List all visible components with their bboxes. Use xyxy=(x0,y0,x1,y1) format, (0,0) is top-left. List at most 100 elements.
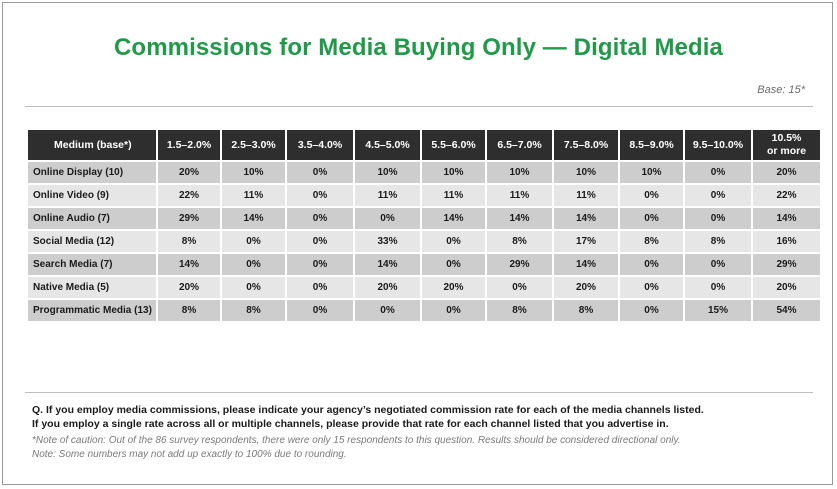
table-cell: 0% xyxy=(222,277,285,298)
table-cell: 0% xyxy=(422,254,485,275)
table-cell: 15% xyxy=(685,300,751,321)
table-cell: 11% xyxy=(487,185,552,206)
table-cell: 20% xyxy=(753,162,820,183)
table-cell: 17% xyxy=(554,231,618,252)
table-cell: 8% xyxy=(487,231,552,252)
table-row: Social Media (12) 8% 0% 0% 33% 0% 8% 17% 8% 8% 16% xyxy=(28,231,820,252)
question-text-line1: Q. If you employ media commissions, plea… xyxy=(32,404,704,416)
table-cell: 0% xyxy=(685,254,751,275)
table-cell: 0% xyxy=(422,231,485,252)
table-cell: 10% xyxy=(487,162,552,183)
table-cell: 14% xyxy=(554,254,618,275)
table-cell: 0% xyxy=(287,231,353,252)
table-cell: 11% xyxy=(422,185,485,206)
table-cell: 10% xyxy=(422,162,485,183)
table-cell: 0% xyxy=(620,254,683,275)
table-cell: 0% xyxy=(355,300,420,321)
table-cell: 14% xyxy=(554,208,618,229)
rounding-note: Note: Some numbers may not add up exactl… xyxy=(32,449,347,460)
table-cell: 0% xyxy=(422,300,485,321)
table-body: Online Display (10) 20% 10% 0% 10% 10% 10% 10% 1… xyxy=(28,162,820,321)
table-cell: 14% xyxy=(487,208,552,229)
table-cell: 0% xyxy=(222,254,285,275)
table-cell: 0% xyxy=(620,300,683,321)
question-text-line2: If you employ a single rate across all o… xyxy=(32,418,669,430)
table-row: Online Audio (7) 29% 14% 0% 0% 14% 14% 14% 0% 0% 1… xyxy=(28,208,820,229)
table-cell: 20% xyxy=(355,277,420,298)
column-header: 4.5–5.0% xyxy=(355,130,420,160)
table-cell: 29% xyxy=(487,254,552,275)
column-header-line: 10.5% xyxy=(771,132,802,144)
table-header-row: Medium (base*) 1.5–2.0% 2.5–3.0% 3.5–4.0… xyxy=(28,130,820,160)
table-cell: 8% xyxy=(158,231,220,252)
row-label: Online Video (9) xyxy=(28,185,156,206)
caution-note: *Note of caution: Out of the 86 survey r… xyxy=(32,435,681,446)
table-cell: 0% xyxy=(620,208,683,229)
column-header: 2.5–3.0% xyxy=(222,130,285,160)
table-cell: 0% xyxy=(222,231,285,252)
column-header-medium: Medium (base*) xyxy=(28,130,156,160)
table-cell: 0% xyxy=(287,277,353,298)
table-cell: 33% xyxy=(355,231,420,252)
top-divider xyxy=(25,106,813,107)
table-cell: 29% xyxy=(753,254,820,275)
table-cell: 0% xyxy=(287,300,353,321)
column-header: 9.5–10.0% xyxy=(685,130,751,160)
page-title: Commissions for Media Buying Only — Digi… xyxy=(114,34,723,61)
table-cell: 0% xyxy=(287,254,353,275)
table-cell: 20% xyxy=(422,277,485,298)
table-cell: 20% xyxy=(554,277,618,298)
table-cell: 0% xyxy=(620,277,683,298)
table-cell: 0% xyxy=(287,185,353,206)
table-cell: 54% xyxy=(753,300,820,321)
table-row: Native Media (5) 20% 0% 0% 20% 20% 0% 20% 0% 0% 20… xyxy=(28,277,820,298)
table-cell: 0% xyxy=(685,277,751,298)
table-cell: 14% xyxy=(422,208,485,229)
table-cell: 11% xyxy=(222,185,285,206)
row-label: Native Media (5) xyxy=(28,277,156,298)
table-cell: 11% xyxy=(554,185,618,206)
table-cell: 14% xyxy=(222,208,285,229)
column-header: 3.5–4.0% xyxy=(287,130,353,160)
table-cell: 14% xyxy=(158,254,220,275)
table-cell: 8% xyxy=(554,300,618,321)
table-cell: 14% xyxy=(753,208,820,229)
row-label: Online Display (10) xyxy=(28,162,156,183)
column-header: 7.5–8.0% xyxy=(554,130,618,160)
table-cell: 20% xyxy=(158,162,220,183)
table-row: Search Media (7) 14% 0% 0% 14% 0% 29% 14% 0% 0% 29… xyxy=(28,254,820,275)
table-cell: 0% xyxy=(287,162,353,183)
table-cell: 8% xyxy=(158,300,220,321)
table-cell: 0% xyxy=(685,208,751,229)
column-header: 8.5–9.0% xyxy=(620,130,683,160)
table-cell: 10% xyxy=(620,162,683,183)
table-cell: 0% xyxy=(620,185,683,206)
table-cell: 16% xyxy=(753,231,820,252)
table-cell: 8% xyxy=(222,300,285,321)
table-row: Online Display (10) 20% 10% 0% 10% 10% 10% 10% 1… xyxy=(28,162,820,183)
table-cell: 10% xyxy=(222,162,285,183)
table-cell: 22% xyxy=(158,185,220,206)
table-cell: 11% xyxy=(355,185,420,206)
row-label: Search Media (7) xyxy=(28,254,156,275)
table-cell: 0% xyxy=(487,277,552,298)
table-cell: 0% xyxy=(287,208,353,229)
column-header: 5.5–6.0% xyxy=(422,130,485,160)
table-cell: 0% xyxy=(355,208,420,229)
base-note: Base: 15* xyxy=(757,84,805,96)
table-cell: 0% xyxy=(685,185,751,206)
commission-table: Medium (base*) 1.5–2.0% 2.5–3.0% 3.5–4.0… xyxy=(26,128,822,323)
row-label: Social Media (12) xyxy=(28,231,156,252)
row-label: Programmatic Media (13) xyxy=(28,300,156,321)
column-header: 6.5–7.0% xyxy=(487,130,552,160)
table-row: Programmatic Media (13) 8% 8% 0% 0% 0% 8% 8% 0% 1… xyxy=(28,300,820,321)
table-cell: 10% xyxy=(355,162,420,183)
table-cell: 14% xyxy=(355,254,420,275)
table-cell: 8% xyxy=(487,300,552,321)
row-label: Online Audio (7) xyxy=(28,208,156,229)
bottom-divider xyxy=(25,392,813,393)
column-header: 1.5–2.0% xyxy=(158,130,220,160)
column-header-line: or more xyxy=(766,145,807,157)
table-cell: 20% xyxy=(753,277,820,298)
table-cell: 20% xyxy=(158,277,220,298)
